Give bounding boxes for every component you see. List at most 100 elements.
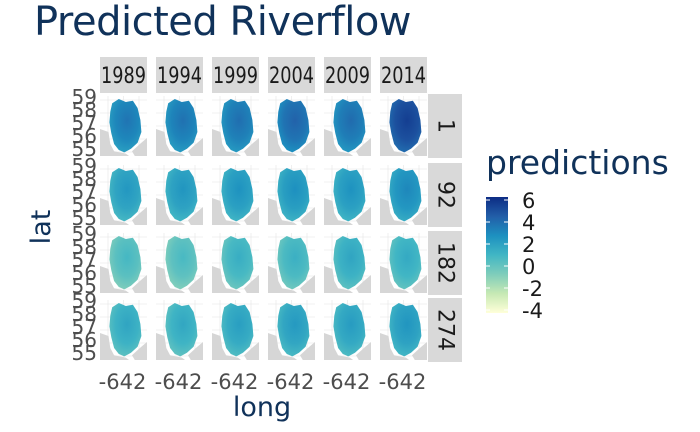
y-tick-label: 59 bbox=[72, 289, 97, 313]
map-land bbox=[356, 275, 371, 293]
facet-strip-col-label: 1989 bbox=[101, 64, 146, 89]
chart-title: Predicted Riverflow bbox=[34, 0, 412, 45]
map-land bbox=[188, 207, 203, 225]
map-land bbox=[268, 198, 298, 225]
map-land bbox=[188, 342, 203, 360]
map-land bbox=[212, 198, 242, 225]
y-tick-label: 59 bbox=[72, 222, 97, 246]
prediction-region bbox=[333, 303, 366, 357]
prediction-region bbox=[389, 168, 422, 222]
prediction-region bbox=[333, 99, 366, 153]
prediction-region bbox=[389, 303, 422, 357]
prediction-region bbox=[277, 99, 310, 153]
prediction-region bbox=[109, 99, 142, 153]
map-land bbox=[132, 138, 147, 156]
y-tick-label: 58 bbox=[72, 98, 97, 122]
y-tick-label: 55 bbox=[72, 137, 97, 161]
map-land bbox=[244, 207, 259, 225]
facet-strip-row bbox=[428, 298, 462, 362]
facet-strip-col-label: 2009 bbox=[325, 64, 370, 89]
y-tick-label: 56 bbox=[72, 328, 97, 352]
y-tick-label: 55 bbox=[72, 206, 97, 230]
prediction-region bbox=[389, 236, 422, 290]
map-land bbox=[324, 129, 354, 156]
facet-strip-row-label: 1 bbox=[433, 119, 458, 133]
map-land bbox=[188, 275, 203, 293]
x-axis-title: long bbox=[233, 392, 291, 423]
facet-strip-col bbox=[268, 57, 315, 93]
prediction-region bbox=[277, 303, 310, 357]
map-land bbox=[156, 129, 186, 156]
x-tick-label: -642 bbox=[323, 370, 371, 394]
x-tick-label: -642 bbox=[99, 370, 147, 394]
legend-label: -2 bbox=[522, 277, 543, 301]
prediction-region bbox=[277, 236, 310, 290]
map-land bbox=[324, 198, 354, 225]
map-land bbox=[268, 129, 298, 156]
prediction-region bbox=[221, 99, 254, 153]
facet-strip-row bbox=[428, 94, 462, 158]
facet-strip-row bbox=[428, 231, 462, 295]
map-land bbox=[324, 266, 354, 293]
x-tick-label: -642 bbox=[379, 370, 427, 394]
prediction-region bbox=[165, 236, 198, 290]
legend-label: 0 bbox=[522, 255, 535, 279]
map-land bbox=[100, 333, 130, 360]
facet-strip-row-label: 274 bbox=[433, 309, 458, 351]
facet-strip-row-label: 182 bbox=[433, 242, 458, 284]
map-land bbox=[356, 138, 371, 156]
map-land bbox=[132, 342, 147, 360]
y-tick-label: 57 bbox=[72, 315, 97, 339]
prediction-region bbox=[165, 168, 198, 222]
map-land bbox=[380, 333, 410, 360]
facet-strip-col-label: 2004 bbox=[269, 64, 314, 89]
map-land bbox=[356, 207, 371, 225]
map-land bbox=[212, 333, 242, 360]
map-land bbox=[244, 275, 259, 293]
facet-strip-row bbox=[428, 163, 462, 227]
prediction-region bbox=[277, 168, 310, 222]
map-land bbox=[412, 207, 427, 225]
legend-colorbar bbox=[486, 197, 508, 313]
map-land bbox=[132, 275, 147, 293]
prediction-region bbox=[165, 99, 198, 153]
prediction-region bbox=[221, 303, 254, 357]
y-tick-label: 57 bbox=[72, 248, 97, 272]
facet-strip-col-label: 1994 bbox=[157, 64, 202, 89]
facet-strip-col bbox=[324, 57, 371, 93]
prediction-region bbox=[165, 303, 198, 357]
y-tick-label: 56 bbox=[72, 193, 97, 217]
legend-label: 6 bbox=[522, 189, 535, 213]
y-tick-label: 55 bbox=[72, 341, 97, 365]
x-tick-label: -642 bbox=[155, 370, 203, 394]
prediction-region bbox=[389, 99, 422, 153]
map-land bbox=[156, 333, 186, 360]
map-land bbox=[156, 266, 186, 293]
map-land bbox=[356, 342, 371, 360]
y-tick-label: 56 bbox=[72, 261, 97, 285]
prediction-region bbox=[109, 168, 142, 222]
map-land bbox=[380, 198, 410, 225]
y-tick-label: 56 bbox=[72, 124, 97, 148]
map-land bbox=[244, 138, 259, 156]
map-land bbox=[268, 333, 298, 360]
map-land bbox=[412, 342, 427, 360]
map-land bbox=[132, 207, 147, 225]
map-land bbox=[212, 266, 242, 293]
x-tick-label: -642 bbox=[211, 370, 259, 394]
y-tick-label: 59 bbox=[72, 154, 97, 178]
x-tick-label: -642 bbox=[267, 370, 315, 394]
y-tick-label: 57 bbox=[72, 111, 97, 135]
map-land bbox=[268, 266, 298, 293]
prediction-region bbox=[109, 236, 142, 290]
facet-strip-col-label: 1999 bbox=[213, 64, 258, 89]
prediction-region bbox=[221, 236, 254, 290]
map-land bbox=[100, 198, 130, 225]
legend-label: 2 bbox=[522, 233, 535, 257]
map-land bbox=[300, 207, 315, 225]
map-land bbox=[300, 138, 315, 156]
map-land bbox=[380, 266, 410, 293]
map-land bbox=[412, 138, 427, 156]
map-land bbox=[156, 198, 186, 225]
